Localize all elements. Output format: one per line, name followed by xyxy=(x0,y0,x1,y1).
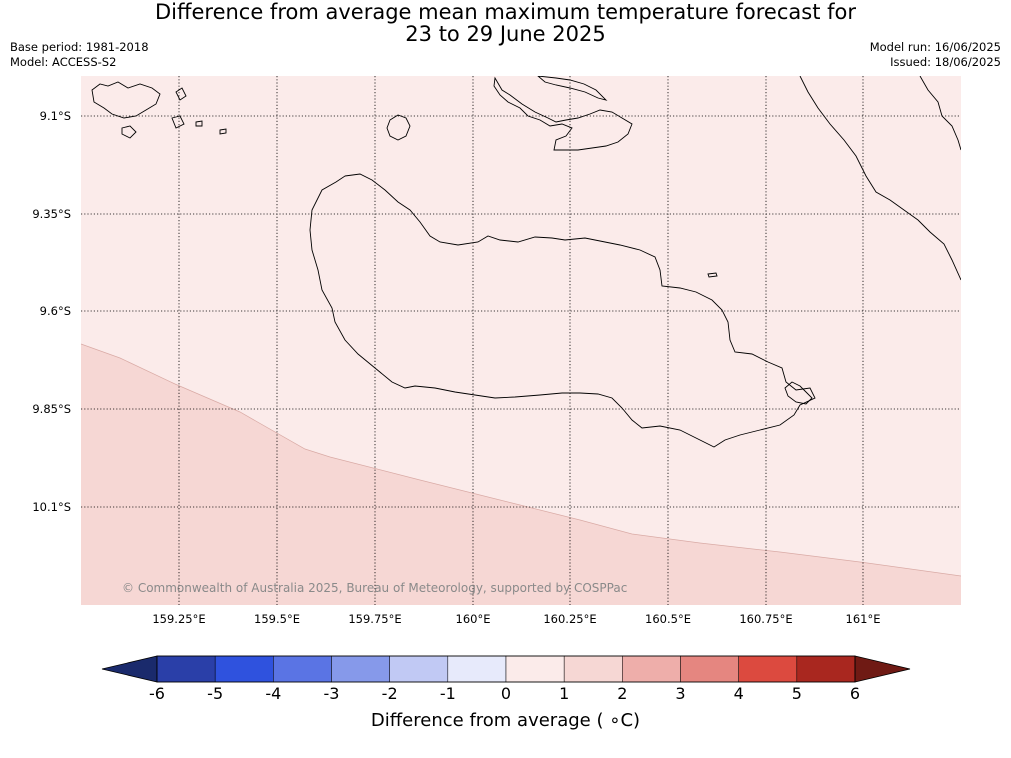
lat-label: 9.6°S xyxy=(40,304,71,318)
coastlines xyxy=(91,76,961,448)
colorbar-bin xyxy=(738,655,798,683)
model-label: Model: ACCESS-S2 xyxy=(10,55,117,69)
colorbar-bin xyxy=(447,655,507,683)
russell-islet-1 xyxy=(121,125,137,139)
colorbar-bin xyxy=(505,655,565,683)
lat-label: 9.85°S xyxy=(32,402,71,416)
colorbar-bin xyxy=(214,655,274,683)
colorbar-tick-label: -6 xyxy=(149,684,165,703)
lon-label: 160.5°E xyxy=(645,612,691,626)
colorbar-bin xyxy=(680,655,739,683)
russell-islet-4 xyxy=(219,128,227,135)
issued-label: Issued: 18/06/2025 xyxy=(890,55,1001,69)
lon-label: 160.25°E xyxy=(543,612,596,626)
colorbar-bin xyxy=(331,655,390,683)
base-period-label: Base period: 1981-2018 xyxy=(10,40,149,54)
anomaly-contour-line xyxy=(80,343,962,577)
russell-islet-5 xyxy=(195,120,203,127)
graticule xyxy=(81,76,961,605)
lon-label: 159.5°E xyxy=(254,612,300,626)
colorbar-tick-label: 6 xyxy=(849,684,861,703)
copyright-notice: © Commonwealth of Australia 2025, Bureau… xyxy=(122,581,627,595)
savo-island xyxy=(386,114,411,141)
russell-islands xyxy=(91,81,161,119)
colorbar xyxy=(101,655,911,683)
model-run-label: Model run: 16/06/2025 xyxy=(869,40,1001,54)
colorbar-title: Difference from average ( ∘C) xyxy=(370,710,641,731)
colorbar-under-arrow xyxy=(101,655,158,683)
colorbar-bin xyxy=(622,655,681,683)
colorbar-tick-label: 0 xyxy=(500,684,512,703)
colorbar-tick-label: 3 xyxy=(675,684,686,703)
malaita-coastline xyxy=(799,76,961,281)
russell-islet-2 xyxy=(171,115,185,129)
colorbar-frame xyxy=(156,655,856,683)
colorbar-tick-label: -3 xyxy=(323,684,340,703)
chart-title-line-1: Difference from average mean maximum tem… xyxy=(155,0,856,24)
nggela-north xyxy=(537,76,608,101)
lat-label: 10.1°S xyxy=(32,500,71,514)
colorbar-tick-label: 5 xyxy=(791,684,802,703)
nggela-islands xyxy=(493,76,633,151)
island-east-small xyxy=(784,381,813,405)
colorbar-bin xyxy=(389,655,449,683)
lon-label: 161°E xyxy=(846,612,881,626)
colorbar-tick-label: -1 xyxy=(439,684,456,703)
russell-islet-3 xyxy=(175,87,187,101)
lon-label: 159.25°E xyxy=(152,612,205,626)
colorbar-tick-label: -4 xyxy=(265,684,282,703)
lon-label: 159.75°E xyxy=(348,612,401,626)
colorbar-bin xyxy=(563,655,623,683)
islet-1 xyxy=(707,272,718,278)
anomaly-region-1-to-2 xyxy=(81,344,961,605)
colorbar-tick-label: 4 xyxy=(733,684,744,703)
colorbar-bin xyxy=(796,655,856,683)
colorbar-bin xyxy=(156,655,216,683)
lon-label: 160.75°E xyxy=(739,612,792,626)
lat-label: 9.1°S xyxy=(40,109,71,123)
lat-label: 9.35°S xyxy=(32,207,71,221)
chart-title-line-2: 23 to 29 June 2025 xyxy=(405,22,606,46)
colorbar-over-arrow xyxy=(854,655,911,683)
guadalcanal-coastline xyxy=(309,173,816,448)
colorbar-bin xyxy=(273,655,332,683)
colorbar-tick-label: -5 xyxy=(207,684,224,703)
colorbar-tick-label: 2 xyxy=(617,684,628,703)
colorbar-tick-label: 1 xyxy=(559,684,570,703)
colorbar-tick-label: -2 xyxy=(381,684,398,703)
lon-label: 160°E xyxy=(456,612,491,626)
